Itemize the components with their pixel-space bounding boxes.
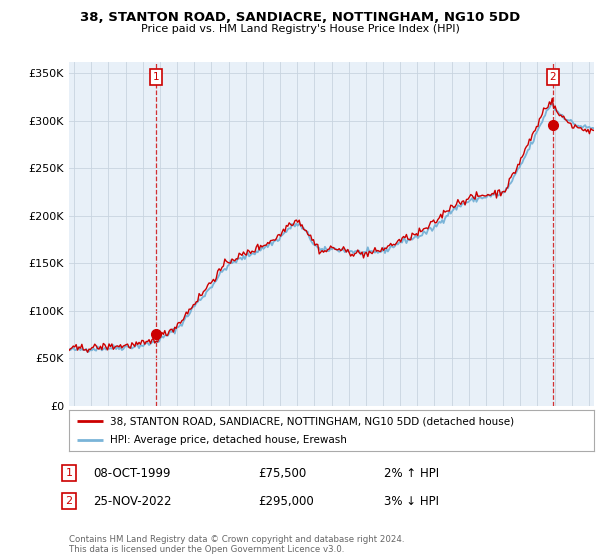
Text: £295,000: £295,000 <box>258 494 314 508</box>
Text: 08-OCT-1999: 08-OCT-1999 <box>93 466 170 480</box>
Text: 2% ↑ HPI: 2% ↑ HPI <box>384 466 439 480</box>
Text: 3% ↓ HPI: 3% ↓ HPI <box>384 494 439 508</box>
Text: Price paid vs. HM Land Registry's House Price Index (HPI): Price paid vs. HM Land Registry's House … <box>140 24 460 34</box>
Text: HPI: Average price, detached house, Erewash: HPI: Average price, detached house, Erew… <box>110 435 347 445</box>
Text: £75,500: £75,500 <box>258 466 306 480</box>
Text: 2: 2 <box>550 72 556 82</box>
Text: Contains HM Land Registry data © Crown copyright and database right 2024.
This d: Contains HM Land Registry data © Crown c… <box>69 535 404 554</box>
Text: 1: 1 <box>65 468 73 478</box>
Text: 25-NOV-2022: 25-NOV-2022 <box>93 494 172 508</box>
Text: 38, STANTON ROAD, SANDIACRE, NOTTINGHAM, NG10 5DD: 38, STANTON ROAD, SANDIACRE, NOTTINGHAM,… <box>80 11 520 24</box>
Text: 38, STANTON ROAD, SANDIACRE, NOTTINGHAM, NG10 5DD (detached house): 38, STANTON ROAD, SANDIACRE, NOTTINGHAM,… <box>110 417 514 426</box>
Text: 1: 1 <box>153 72 160 82</box>
Text: 2: 2 <box>65 496 73 506</box>
